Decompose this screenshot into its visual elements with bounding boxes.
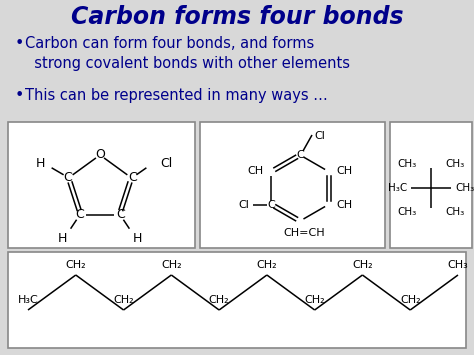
Text: C: C	[75, 208, 84, 221]
Text: CH₂: CH₂	[352, 260, 373, 270]
Bar	[390, 122, 472, 248]
Text: CH₃: CH₃	[398, 159, 417, 169]
Text: •: •	[15, 36, 24, 51]
Text: H: H	[58, 232, 67, 245]
Text: H: H	[36, 157, 46, 170]
Text: Cl: Cl	[238, 200, 249, 209]
Text: CH₃: CH₃	[445, 159, 464, 169]
Text: Cl: Cl	[314, 131, 325, 141]
Text: C: C	[267, 200, 275, 209]
Text: CH₂: CH₂	[209, 295, 229, 305]
Text: Carbon can form four bonds, and forms
  strong covalent bonds with other element: Carbon can form four bonds, and forms st…	[25, 36, 350, 71]
Text: CH₂: CH₂	[256, 260, 277, 270]
Bar	[200, 122, 385, 248]
Text: H₃C: H₃C	[388, 183, 407, 193]
Text: CH: CH	[247, 166, 264, 176]
Text: CH₂: CH₂	[400, 295, 420, 305]
Text: CH₂: CH₂	[113, 295, 134, 305]
Text: CH: CH	[337, 166, 353, 176]
Text: •: •	[15, 88, 24, 103]
Text: This can be represented in many ways …: This can be represented in many ways …	[25, 88, 328, 103]
Text: CH=CH: CH=CH	[283, 228, 325, 238]
Text: CH₃: CH₃	[455, 183, 474, 193]
Text: C: C	[63, 171, 72, 184]
Bar	[8, 252, 466, 348]
Bar	[8, 122, 195, 248]
Text: C: C	[116, 208, 125, 221]
Text: H₃C: H₃C	[18, 295, 38, 305]
Text: C: C	[128, 171, 137, 184]
Text: CH: CH	[337, 200, 353, 209]
Text: CH₂: CH₂	[161, 260, 182, 270]
Text: Cl: Cl	[160, 157, 173, 170]
Text: Carbon forms four bonds: Carbon forms four bonds	[71, 5, 403, 29]
Text: CH₃: CH₃	[398, 207, 417, 217]
Text: CH₃: CH₃	[445, 207, 464, 217]
Text: CH₃: CH₃	[447, 260, 468, 270]
Text: C: C	[296, 150, 304, 160]
Text: H: H	[133, 232, 142, 245]
Text: CH₂: CH₂	[304, 295, 325, 305]
Text: CH₂: CH₂	[65, 260, 86, 270]
Text: O: O	[95, 148, 105, 162]
